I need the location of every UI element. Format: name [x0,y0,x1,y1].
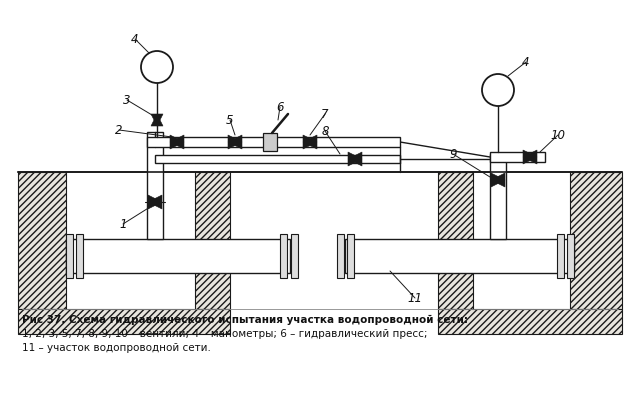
Bar [76,234,83,278]
Bar [345,239,574,273]
Text: 10: 10 [550,128,566,141]
Text: 5: 5 [227,113,234,126]
Bar [263,133,277,151]
Bar [18,172,66,309]
Bar [155,155,400,163]
Polygon shape [170,135,184,149]
Polygon shape [228,135,242,149]
Bar [147,132,163,239]
Polygon shape [348,152,362,166]
Bar [557,234,564,278]
Text: 4: 4 [522,56,530,69]
Polygon shape [148,195,162,209]
Text: 7: 7 [321,108,329,121]
Text: 3: 3 [124,93,131,106]
Polygon shape [151,114,163,126]
Bar [570,172,622,309]
Text: 1: 1 [119,217,127,230]
Bar [438,172,473,309]
Text: 11 – участок водопроводной сети.: 11 – участок водопроводной сети. [22,343,211,353]
Text: 8: 8 [321,125,329,138]
Text: Рис 37. Схема гидравлического испытания участка водопроводной сети:: Рис 37. Схема гидравлического испытания … [22,315,468,325]
Polygon shape [151,114,163,126]
Bar [438,309,622,334]
Bar [66,234,73,278]
Text: 2: 2 [115,123,123,136]
Text: 9: 9 [449,147,457,160]
Bar [291,234,298,278]
Polygon shape [523,150,537,164]
Polygon shape [148,195,162,209]
Polygon shape [303,135,317,149]
Polygon shape [491,173,505,187]
Circle shape [482,74,514,106]
Text: 6: 6 [276,100,284,113]
Bar [147,137,400,147]
Circle shape [141,51,173,83]
Bar [567,234,574,278]
Polygon shape [523,150,537,164]
Bar [347,234,354,278]
Polygon shape [303,135,317,149]
Polygon shape [170,135,184,149]
Text: 4: 4 [131,32,139,45]
Bar [0,0,640,172]
Bar [280,234,287,278]
Polygon shape [491,173,505,187]
Bar [66,239,290,273]
Bar [18,309,230,334]
Bar [195,172,230,309]
Bar [337,234,344,278]
Polygon shape [348,152,362,166]
Bar [490,152,545,162]
Polygon shape [228,135,242,149]
Bar [490,154,506,239]
Text: 1, 2, 3, 5, 7, 8, 9, 10 – вентили; 4 – манометры; 6 – гидравлический пресс;: 1, 2, 3, 5, 7, 8, 9, 10 – вентили; 4 – м… [22,329,428,339]
Text: 11: 11 [408,292,422,305]
